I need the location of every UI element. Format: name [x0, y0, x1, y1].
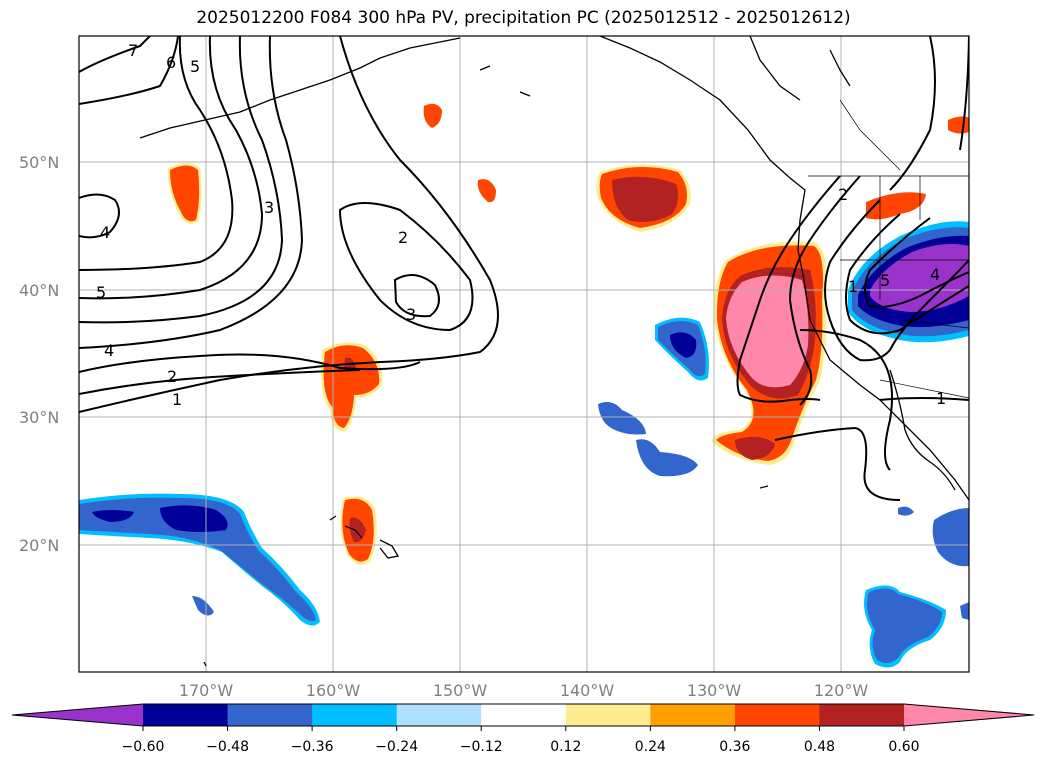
lon-label-140w: 140°W	[560, 681, 615, 700]
map-frame	[78, 35, 970, 673]
colorbar-segment	[396, 704, 482, 726]
lat-axis-labels: 50°N 40°N 30°N 20°N	[19, 153, 59, 555]
svg-text:7: 7	[128, 41, 138, 60]
precip-positive-areas	[168, 103, 969, 565]
borders	[808, 99, 969, 399]
lat-label-30n: 30°N	[19, 408, 59, 427]
colorbar-segment	[312, 704, 398, 726]
lon-label-130w: 130°W	[687, 681, 742, 700]
svg-text:1: 1	[172, 390, 182, 409]
colorbar-tick-label: −0.60	[122, 739, 165, 755]
pv-contour-labels: 7 6 5 4 5 4 3 2 1 2 3 2 1 5 4 1	[96, 41, 946, 409]
svg-text:2: 2	[398, 228, 408, 247]
colorbar-tick-label: −0.24	[375, 739, 418, 755]
pv-contours	[79, 36, 969, 501]
colorbar-segment	[650, 704, 736, 726]
svg-text:3: 3	[264, 198, 274, 217]
lat-label-20n: 20°N	[19, 536, 59, 555]
lat-label-40n: 40°N	[19, 281, 59, 300]
colorbar-tick-label: 0.48	[804, 739, 835, 755]
svg-text:2: 2	[838, 185, 848, 204]
svg-text:1: 1	[936, 389, 946, 408]
lon-label-150w: 150°W	[433, 681, 488, 700]
colorbar-tick-label: 0.60	[888, 739, 919, 755]
colorbar: −0.60 −0.48 −0.36 −0.24 −0.12 0.12 0.24 0.36 0.4…	[11, 703, 1035, 755]
svg-text:5: 5	[880, 271, 890, 290]
svg-text:4: 4	[104, 341, 114, 360]
svg-text:5: 5	[96, 283, 106, 302]
coastlines	[139, 36, 969, 667]
svg-text:1: 1	[848, 277, 858, 296]
map-title: 2025012200 F084 300 hPa PV, precipitatio…	[196, 8, 851, 28]
lon-label-160w: 160°W	[306, 681, 361, 700]
colorbar-tick-label: −0.36	[291, 739, 334, 755]
colorbar-extend-right	[904, 704, 1034, 726]
colorbar-segment	[734, 704, 820, 726]
svg-text:5: 5	[190, 57, 200, 76]
lon-label-120w: 120°W	[814, 681, 869, 700]
colorbar-tick-label: 0.36	[719, 739, 750, 755]
colorbar-tick-label: −0.12	[460, 739, 503, 755]
svg-text:4: 4	[930, 265, 940, 284]
lon-axis-labels: 170°W 160°W 150°W 140°W 130°W 120°W	[179, 681, 869, 700]
colorbar-segment	[481, 704, 567, 726]
colorbar-tick-label: 0.24	[635, 739, 666, 755]
map-gridlines	[79, 36, 969, 672]
colorbar-tick-label: 0.12	[550, 739, 581, 755]
lat-label-50n: 50°N	[19, 153, 59, 172]
svg-text:2: 2	[167, 367, 177, 386]
colorbar-segment	[819, 704, 905, 726]
colorbar-tick-label: −0.48	[206, 739, 249, 755]
svg-text:3: 3	[406, 305, 416, 324]
colorbar-segment	[227, 704, 313, 726]
svg-text:6: 6	[166, 53, 176, 72]
colorbar-segment	[143, 704, 229, 726]
colorbar-segment	[565, 704, 651, 726]
colorbar-extend-left	[12, 704, 143, 726]
svg-text:4: 4	[100, 223, 110, 242]
precip-negative-areas	[79, 221, 969, 668]
lon-label-170w: 170°W	[179, 681, 234, 700]
